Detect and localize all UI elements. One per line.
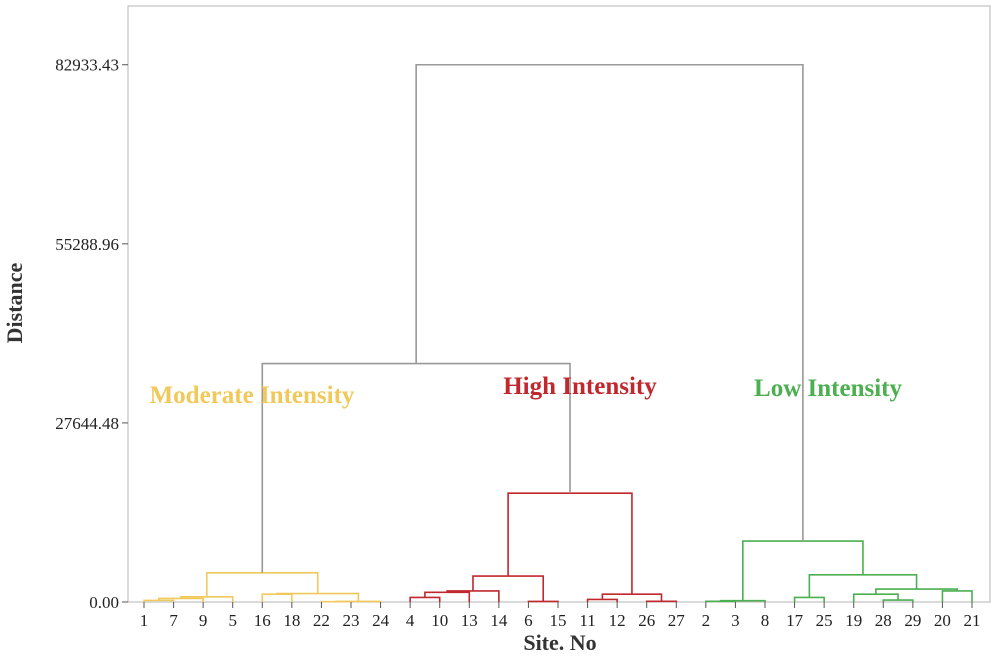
x-tick-label: 28 (875, 611, 892, 630)
dendrogram-link (261, 593, 293, 602)
x-tick-label: 4 (406, 611, 415, 630)
x-tick-label: 25 (816, 611, 833, 630)
x-tick-label: 20 (934, 611, 951, 630)
dendrogram-link (180, 596, 234, 602)
y-tick-label: 55288.96 (55, 235, 119, 254)
dendrogram-link (882, 599, 914, 602)
y-axis-title: Distance (2, 262, 27, 343)
dendrogram-link (335, 600, 382, 603)
dendrogram-link (472, 575, 545, 602)
x-tick-label: 11 (579, 611, 595, 630)
y-tick-label: 0.00 (89, 593, 119, 612)
dendrogram-link (601, 593, 663, 602)
x-tick-label: 16 (254, 611, 271, 630)
cluster-labels: Moderate Intensity High Intensity Low Inte… (150, 373, 903, 409)
x-tick-label: 27 (668, 611, 686, 630)
x-tick-label: 19 (845, 611, 862, 630)
x-tick-label: 23 (343, 611, 360, 630)
dendrogram-link (157, 597, 204, 602)
y-tick-label: 27644.48 (55, 414, 119, 433)
dendrogram-link (206, 572, 319, 597)
dendrogram-link (527, 600, 559, 603)
dendrogram-links (143, 63, 973, 603)
dendrogram-link (742, 540, 864, 601)
cluster-label: Moderate Intensity (150, 382, 355, 409)
x-tick-label: 22 (313, 611, 330, 630)
x-tick-label: 17 (786, 611, 804, 630)
x-tick-label: 15 (550, 611, 567, 630)
y-tick-label: 82933.43 (55, 56, 119, 75)
dendrogram-link (424, 591, 471, 602)
x-tick-label: 7 (169, 611, 178, 630)
dendrogram-link (645, 600, 678, 603)
x-tick-label: 26 (638, 611, 655, 630)
x-tick-label: 14 (490, 611, 508, 630)
x-tick-label: 9 (199, 611, 208, 630)
y-axis: 0.00 27644.48 55288.96 82933.43 (55, 56, 128, 612)
dendrogram-link (586, 598, 618, 602)
x-axis: 1 7 9 5 16 18 22 23 24 4 10 13 14 6 15 11 12 26 27 2 3 8 17 25 1… (140, 602, 981, 630)
x-tick-label: 29 (904, 611, 921, 630)
x-tick-label: 18 (283, 611, 300, 630)
dendrogram-link (941, 590, 973, 602)
plot-frame (127, 5, 991, 603)
x-tick-label: 5 (228, 611, 237, 630)
x-tick-label: 24 (372, 611, 390, 630)
x-tick-label: 21 (964, 611, 981, 630)
x-tick-label: 10 (431, 611, 448, 630)
dendrogram-link (507, 492, 633, 595)
x-tick-label: 3 (731, 611, 740, 630)
x-tick-label: 12 (609, 611, 626, 630)
x-tick-label: 13 (461, 611, 478, 630)
dendrogram-link (415, 63, 804, 542)
x-tick-label: 1 (140, 611, 149, 630)
dendrogram-link (446, 590, 500, 602)
x-tick-label: 8 (761, 611, 770, 630)
cluster-label: High Intensity (503, 373, 657, 400)
dendrogram-link (793, 596, 825, 602)
cluster-label: Low Intensity (754, 375, 902, 402)
x-axis-title: Site. No (523, 630, 596, 655)
dendrogram-link (409, 596, 441, 602)
x-tick-label: 6 (524, 611, 533, 630)
x-tick-label: 2 (702, 611, 711, 630)
